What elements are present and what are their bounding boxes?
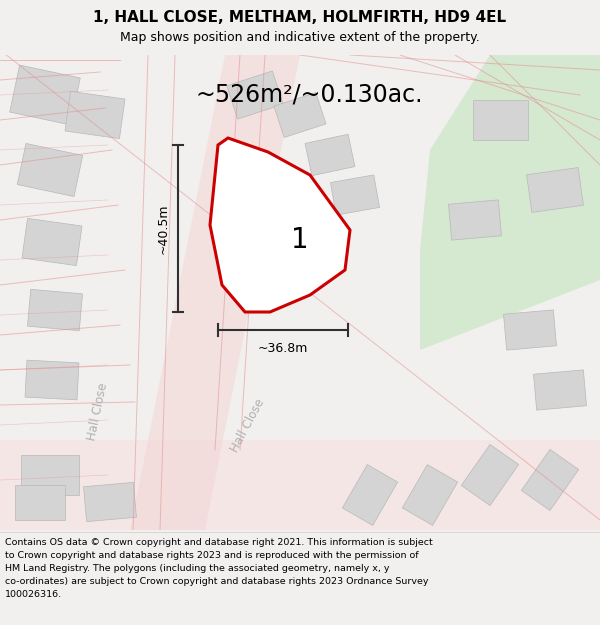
Text: Contains OS data © Crown copyright and database right 2021. This information is : Contains OS data © Crown copyright and d… bbox=[5, 538, 433, 547]
Polygon shape bbox=[403, 464, 458, 526]
Polygon shape bbox=[130, 55, 300, 530]
Text: ~40.5m: ~40.5m bbox=[157, 203, 170, 254]
Polygon shape bbox=[343, 464, 398, 526]
Polygon shape bbox=[10, 65, 80, 125]
Polygon shape bbox=[461, 444, 518, 506]
Polygon shape bbox=[21, 455, 79, 495]
Polygon shape bbox=[15, 484, 65, 519]
Polygon shape bbox=[420, 55, 600, 350]
Text: Hall Close: Hall Close bbox=[86, 382, 110, 442]
Text: ~36.8m: ~36.8m bbox=[258, 342, 308, 355]
Text: HM Land Registry. The polygons (including the associated geometry, namely x, y: HM Land Registry. The polygons (includin… bbox=[5, 564, 389, 573]
Text: 1: 1 bbox=[291, 226, 309, 254]
Polygon shape bbox=[305, 134, 355, 176]
Polygon shape bbox=[473, 100, 527, 140]
Text: Map shows position and indicative extent of the property.: Map shows position and indicative extent… bbox=[120, 31, 480, 44]
Polygon shape bbox=[22, 218, 82, 266]
Polygon shape bbox=[28, 289, 83, 331]
Polygon shape bbox=[210, 138, 350, 312]
Polygon shape bbox=[527, 168, 583, 212]
Polygon shape bbox=[0, 440, 600, 530]
Polygon shape bbox=[227, 71, 283, 119]
Polygon shape bbox=[533, 370, 586, 410]
Polygon shape bbox=[83, 482, 136, 522]
Text: Hall Close: Hall Close bbox=[229, 396, 268, 454]
Polygon shape bbox=[274, 92, 326, 138]
Text: 1, HALL CLOSE, MELTHAM, HOLMFIRTH, HD9 4EL: 1, HALL CLOSE, MELTHAM, HOLMFIRTH, HD9 4… bbox=[94, 9, 506, 24]
Polygon shape bbox=[17, 143, 83, 197]
Polygon shape bbox=[449, 200, 502, 240]
Text: co-ordinates) are subject to Crown copyright and database rights 2023 Ordnance S: co-ordinates) are subject to Crown copyr… bbox=[5, 577, 428, 586]
Polygon shape bbox=[331, 175, 380, 215]
Polygon shape bbox=[521, 449, 578, 511]
Text: ~526m²/~0.130ac.: ~526m²/~0.130ac. bbox=[195, 83, 422, 107]
Text: 100026316.: 100026316. bbox=[5, 590, 62, 599]
Polygon shape bbox=[25, 360, 79, 400]
Polygon shape bbox=[65, 91, 125, 139]
Text: to Crown copyright and database rights 2023 and is reproduced with the permissio: to Crown copyright and database rights 2… bbox=[5, 551, 419, 560]
Polygon shape bbox=[503, 310, 556, 350]
